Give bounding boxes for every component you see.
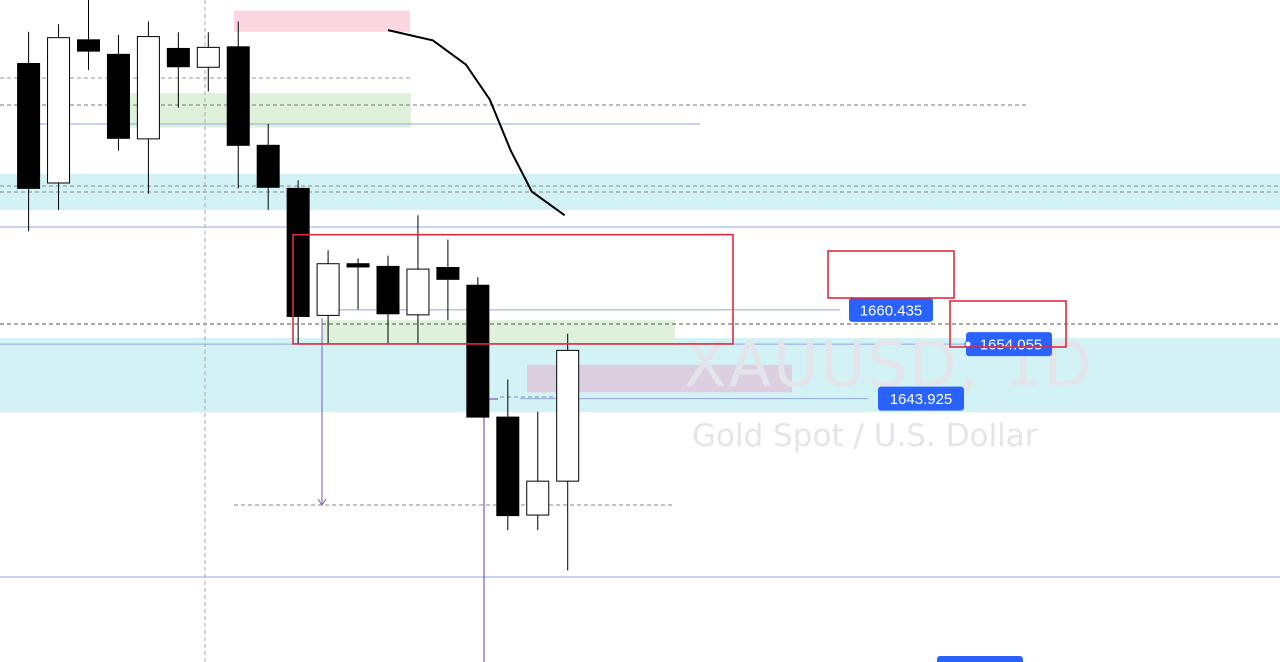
price-tag-2[interactable]: 1643.925 xyxy=(878,386,964,411)
candle[interactable] xyxy=(136,21,160,194)
candle[interactable] xyxy=(436,239,460,321)
price-tag-text: 1660.435 xyxy=(860,302,923,319)
pink-zone[interactable] xyxy=(234,10,410,32)
candle-body-bearish xyxy=(166,47,190,68)
candle-body-bullish xyxy=(196,46,220,68)
candle[interactable] xyxy=(496,379,520,531)
price-tag-text: 1654.055 xyxy=(980,337,1043,354)
candle-body-bearish xyxy=(466,284,490,418)
candle-body-bullish xyxy=(47,37,71,184)
candle[interactable] xyxy=(17,31,41,232)
candle-body-bearish xyxy=(286,187,310,317)
candle[interactable] xyxy=(526,411,550,531)
candle[interactable] xyxy=(316,250,340,344)
candle[interactable] xyxy=(556,333,580,571)
candles-layer[interactable] xyxy=(17,0,580,571)
price-tag-partial[interactable] xyxy=(937,656,1023,662)
candle-body-bullish xyxy=(406,268,430,316)
moving-average-layer xyxy=(387,29,566,217)
candle[interactable] xyxy=(166,32,190,108)
candle-body-bearish xyxy=(77,39,100,52)
watermark-description: Gold Spot / U.S. Dollar xyxy=(692,418,1038,454)
price-tag-background xyxy=(966,332,1052,357)
candle[interactable] xyxy=(286,180,310,344)
candle-body-bullish xyxy=(526,480,550,516)
candle[interactable] xyxy=(196,32,220,92)
highlight-box[interactable] xyxy=(949,300,1067,348)
price-tag-background xyxy=(878,386,964,411)
candle-body-bearish xyxy=(17,63,41,189)
candle[interactable] xyxy=(346,258,370,310)
candle-body-bearish xyxy=(376,265,400,315)
candle-body-bearish xyxy=(346,263,370,268)
candle[interactable] xyxy=(466,277,490,418)
candle[interactable] xyxy=(256,123,280,210)
candle[interactable] xyxy=(376,255,400,344)
measure-arrow-icon xyxy=(317,498,327,506)
price-tag-0[interactable]: 1660.435 xyxy=(849,297,933,322)
highlight-rectangle[interactable] xyxy=(292,233,734,345)
price-tag-1[interactable]: 1654.055 xyxy=(964,332,1052,357)
candle[interactable] xyxy=(406,215,430,344)
candle-body-bullish xyxy=(556,349,580,482)
candle-body-bearish xyxy=(496,416,520,517)
price-tag-text: 1643.925 xyxy=(890,391,953,408)
candle-body-bearish xyxy=(436,266,460,280)
highlight-box[interactable] xyxy=(827,250,955,299)
candle-body-bullish xyxy=(316,263,340,316)
candle[interactable] xyxy=(47,24,71,210)
candle[interactable] xyxy=(106,34,130,151)
price-tag-background xyxy=(849,297,933,322)
candle[interactable] xyxy=(226,21,250,189)
candle-body-bearish xyxy=(106,53,130,139)
moving-average-line[interactable] xyxy=(387,29,566,217)
overlay-layer[interactable]: 1660.435 1654.055 1643.925 xyxy=(292,233,1067,662)
candle[interactable] xyxy=(77,0,100,70)
candle-body-bearish xyxy=(256,144,280,188)
green-upper-zone[interactable] xyxy=(117,93,411,128)
candle-body-bearish xyxy=(226,46,250,146)
candle-body-bullish xyxy=(136,36,160,140)
